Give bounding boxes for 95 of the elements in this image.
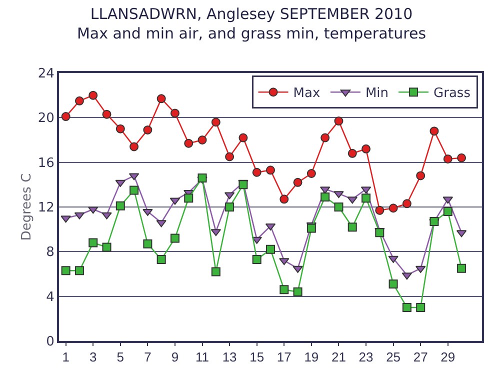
point — [142, 208, 153, 216]
point — [293, 178, 302, 187]
point — [156, 220, 166, 228]
legend-label: Grass — [434, 86, 471, 102]
point — [102, 110, 112, 119]
point — [388, 256, 398, 263]
point — [102, 242, 112, 252]
point — [88, 90, 98, 100]
point — [306, 224, 316, 233]
point — [116, 201, 125, 210]
legend-label: Max — [293, 86, 320, 102]
point — [348, 148, 357, 158]
point — [279, 258, 290, 266]
x-tick-label: 15 — [250, 350, 264, 365]
point — [238, 133, 248, 142]
x-tick-label: 21 — [331, 350, 346, 365]
x-tick-label: 7 — [144, 350, 152, 365]
point — [457, 264, 466, 273]
point — [293, 287, 302, 296]
y-tick-label: 24 — [38, 66, 54, 82]
x-tick-label: 11 — [196, 350, 210, 365]
y-tick-label: 16 — [38, 156, 54, 171]
point — [320, 133, 330, 142]
point — [170, 234, 180, 243]
point — [334, 191, 344, 198]
point — [225, 152, 234, 162]
chart-title: LLANSADWRN, Anglesey SEPTEMBER 2010 — [90, 4, 413, 23]
point — [280, 285, 289, 294]
point — [266, 166, 275, 175]
point — [60, 216, 71, 223]
point — [198, 136, 207, 144]
point — [347, 196, 358, 204]
point — [375, 206, 384, 215]
point — [362, 194, 371, 203]
point — [388, 204, 398, 213]
point — [348, 222, 357, 232]
x-tick-label: 13 — [222, 350, 237, 365]
point — [252, 254, 262, 264]
point — [402, 199, 412, 208]
point — [61, 112, 70, 122]
legend-label: Min — [365, 86, 389, 102]
y-axis-title: Degrees C — [19, 173, 34, 241]
x-tick-label: 19 — [304, 350, 319, 365]
point — [443, 206, 452, 216]
point — [362, 144, 371, 154]
point — [184, 138, 194, 148]
point — [198, 173, 207, 182]
point — [416, 171, 426, 180]
point — [443, 154, 452, 164]
point — [430, 126, 439, 136]
point — [402, 303, 412, 312]
point — [266, 244, 275, 254]
x-tick-label: 1 — [62, 350, 70, 365]
point — [61, 266, 70, 276]
point — [143, 125, 152, 134]
x-tick-label: 23 — [358, 350, 374, 365]
x-tick-label: 5 — [116, 350, 124, 365]
point — [211, 267, 220, 276]
y-tick-label: 20 — [38, 111, 54, 126]
point — [102, 212, 112, 220]
x-tick-label: 3 — [89, 350, 97, 365]
point — [74, 266, 84, 276]
chart-subtitle: Max and min air, and grass min, temperatures — [76, 24, 426, 42]
x-tick-label: 27 — [413, 350, 428, 365]
point — [280, 194, 289, 204]
point — [116, 124, 125, 134]
point — [130, 186, 139, 195]
y-tick-label: 8 — [46, 245, 54, 260]
x-tick-label: 9 — [171, 350, 179, 365]
point — [130, 142, 139, 152]
y-tick-label: 12 — [38, 200, 54, 216]
x-tick-label: 29 — [440, 350, 456, 365]
point — [416, 303, 426, 312]
point — [170, 108, 180, 118]
y-tick-label: 0 — [46, 334, 54, 350]
y-tick-label: 4 — [46, 290, 54, 305]
point — [184, 194, 194, 203]
point — [88, 238, 98, 248]
x-tick-label: 25 — [386, 350, 401, 365]
point — [334, 116, 344, 126]
point — [211, 118, 220, 127]
point — [292, 266, 303, 273]
point — [457, 153, 466, 162]
point — [306, 169, 316, 178]
point — [156, 254, 166, 264]
point — [334, 202, 344, 212]
point — [74, 96, 84, 106]
point — [388, 280, 398, 289]
point — [252, 236, 262, 244]
point — [252, 168, 262, 177]
x-tick-label: 17 — [276, 350, 292, 365]
point — [143, 239, 152, 248]
point — [225, 202, 234, 212]
point — [156, 94, 166, 104]
point — [320, 192, 330, 202]
